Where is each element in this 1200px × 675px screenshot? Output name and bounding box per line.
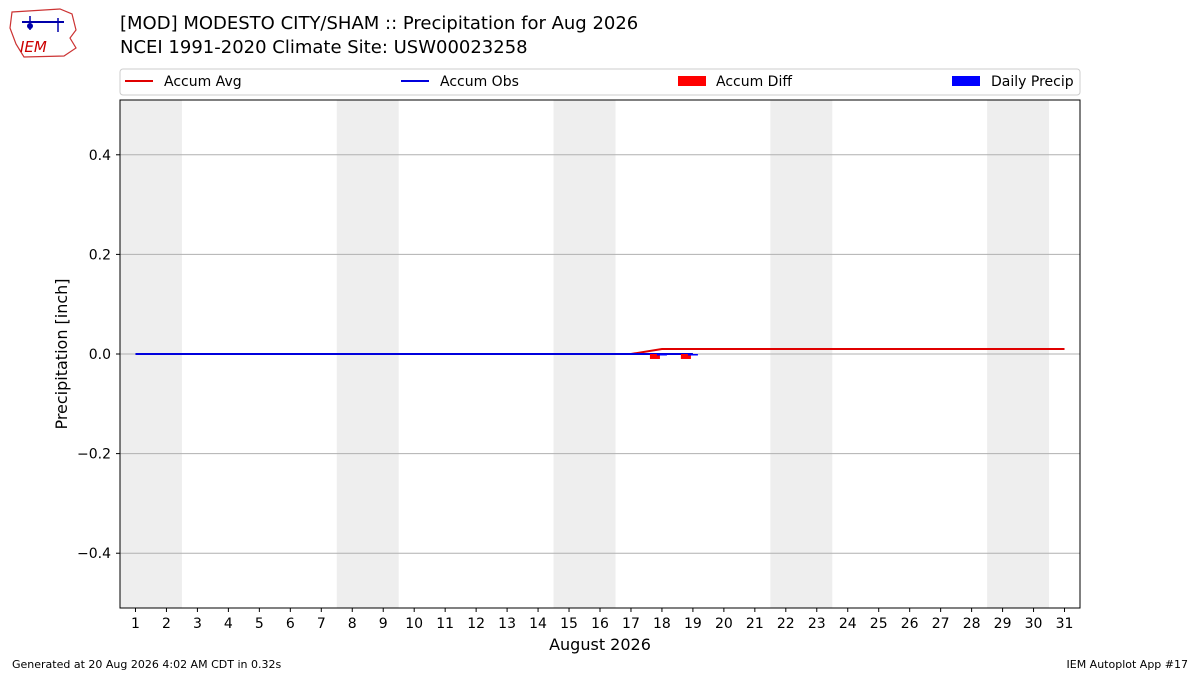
x-tick-label: 6 (286, 616, 295, 632)
legend-box (119, 68, 1081, 96)
x-tick-label: 8 (348, 616, 357, 632)
x-tick-label: 15 (560, 616, 578, 632)
x-tick-label: 29 (994, 616, 1012, 632)
x-tick-label: 23 (808, 616, 826, 632)
x-tick-label: 2 (162, 616, 171, 632)
accum-diff-bar (649, 354, 660, 359)
x-tick-label: 14 (529, 616, 547, 632)
legend-accum-diff-swatch (678, 76, 706, 86)
x-tick-label: 26 (901, 616, 919, 632)
legend-daily-precip-label: Daily Precip (991, 74, 1074, 90)
logo-text: IEM (20, 38, 47, 56)
x-tick-label: 9 (379, 616, 388, 632)
chart-subtitle: NCEI 1991-2020 Climate Site: USW00023258 (120, 37, 528, 58)
chart-title: [MOD] MODESTO CITY/SHAM :: Precipitation… (120, 13, 639, 34)
legend-accum-obs-label: Accum Obs (440, 74, 519, 90)
x-tick-label: 10 (405, 616, 423, 632)
y-axis-ticks: −0.4 −0.2 0.0 0.2 0.4 (77, 148, 120, 562)
y-axis-label: Precipitation [inch] (52, 278, 71, 429)
y-tick-label: −0.4 (77, 546, 111, 562)
y-tick-label: 0.4 (89, 148, 111, 164)
x-tick-label: 20 (715, 616, 733, 632)
x-tick-label: 24 (839, 616, 857, 632)
x-tick-label: 16 (591, 616, 609, 632)
iem-logo: IEM (9, 8, 77, 58)
legend: Accum Avg Accum Obs Accum Diff Daily Pre… (119, 68, 1081, 96)
accum-diff-bar (680, 354, 691, 359)
y-tick-label: −0.2 (77, 447, 111, 463)
generated-timestamp: Generated at 20 Aug 2026 4:02 AM CDT in … (12, 658, 282, 671)
x-tick-label: 21 (746, 616, 764, 632)
app-credit: IEM Autoplot App #17 (1066, 658, 1189, 671)
series-layer (135, 348, 1065, 359)
x-tick-label: 22 (777, 616, 795, 632)
x-tick-label: 31 (1056, 616, 1074, 632)
x-tick-label: 17 (622, 616, 640, 632)
x-tick-label: 27 (932, 616, 950, 632)
x-tick-label: 11 (436, 616, 454, 632)
legend-daily-precip-swatch (952, 76, 980, 86)
x-tick-label: 3 (193, 616, 202, 632)
x-tick-label: 13 (498, 616, 516, 632)
x-axis-label: August 2026 (549, 635, 651, 654)
daily-precip-bar (687, 354, 698, 356)
x-tick-label: 1 (131, 616, 140, 632)
y-tick-label: 0.2 (89, 247, 111, 263)
y-tick-label: 0.0 (89, 347, 111, 363)
x-tick-label: 5 (255, 616, 264, 632)
x-tick-label: 4 (224, 616, 233, 632)
daily-precip-bar (656, 354, 667, 356)
x-tick-label: 28 (963, 616, 981, 632)
legend-accum-avg-label: Accum Avg (164, 74, 242, 90)
x-tick-label: 30 (1025, 616, 1043, 632)
x-tick-label: 18 (653, 616, 671, 632)
x-tick-label: 25 (870, 616, 888, 632)
x-tick-label: 12 (467, 616, 485, 632)
legend-accum-diff-label: Accum Diff (716, 74, 792, 90)
x-tick-label: 7 (317, 616, 326, 632)
x-tick-label: 19 (684, 616, 702, 632)
x-axis-ticks: 1 2 3 4 5 6 7 8 9 10 11 12 13 14 15 16 17 18 19 20 21 22 23 24 2… (131, 608, 1073, 632)
